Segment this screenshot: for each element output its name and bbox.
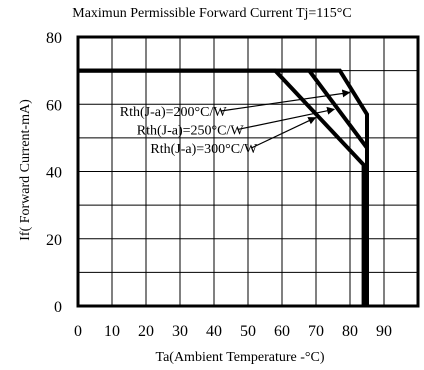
series-line-3 (78, 68, 366, 306)
series-label-1: Rth(J-a)=200°C/W (120, 105, 228, 120)
series-label-2: Rth(J-a)=250°C/W (137, 123, 245, 138)
series-labels: Rth(J-a)=200°C/W Rth(J-a)=250°C/W Rth(J-a)… (120, 89, 351, 157)
x-tick-label: 70 (308, 323, 324, 340)
x-tick-label: 90 (376, 323, 392, 340)
y-tick-label: 60 (46, 97, 62, 114)
x-tick-label: 40 (206, 323, 222, 340)
x-axis-ticks: 0 10 20 30 40 50 60 70 80 90 (74, 323, 392, 340)
x-tick-label: 20 (138, 323, 154, 340)
y-tick-label: 20 (46, 232, 62, 249)
x-tick-label: 60 (274, 323, 290, 340)
series-label-arrow-1 (220, 89, 351, 112)
series-label-arrow-3 (251, 117, 317, 149)
x-tick-label: 0 (74, 323, 82, 340)
chart-title: Maximun Permissible Forward Current Tj=1… (72, 6, 352, 21)
y-axis-ticks: 0 20 40 60 80 (46, 30, 62, 316)
series-group (78, 68, 369, 306)
y-tick-label: 0 (54, 299, 62, 316)
y-tick-label: 80 (46, 30, 62, 47)
x-tick-label: 80 (342, 323, 358, 340)
x-tick-label: 30 (172, 323, 188, 340)
x-axis-label: Ta(Ambient Temperature -°C) (155, 350, 325, 365)
series-label-arrow-2 (237, 106, 336, 131)
plot-frame (76, 35, 420, 308)
y-tick-label: 40 (46, 165, 62, 182)
series-label-3: Rth(J-a)=300°C/W (150, 142, 258, 157)
x-tick-label: 10 (104, 323, 120, 340)
x-tick-label: 50 (240, 323, 256, 340)
